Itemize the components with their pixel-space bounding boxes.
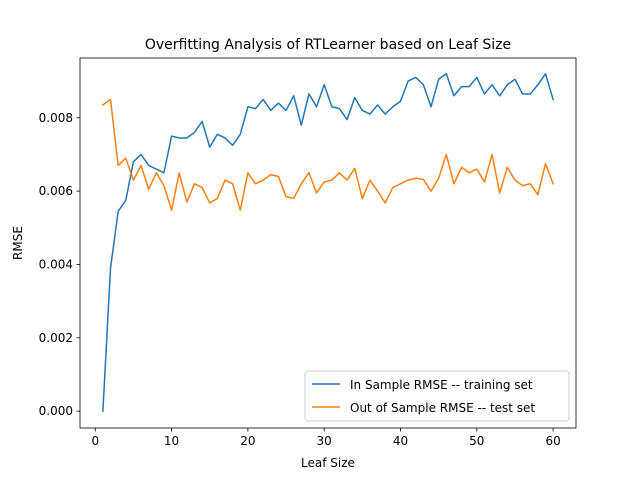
y-axis-label: RMSE (11, 226, 25, 260)
y-tick-label: 0.004 (39, 257, 73, 271)
x-tick-label: 10 (164, 434, 179, 448)
plot-area-frame (79, 57, 577, 429)
x-axis-ticks: 0 10 20 30 40 50 60 (91, 428, 561, 448)
series-line-0 (102, 73, 555, 412)
x-tick-label: 20 (240, 434, 255, 448)
x-axis-label: Leaf Size (301, 456, 355, 470)
legend: In Sample RMSE -- training set Out of Sa… (304, 370, 570, 422)
y-tick-label: 0.006 (39, 184, 73, 198)
legend-box (304, 370, 570, 422)
x-tick-label: 60 (545, 434, 560, 448)
series-line-1 (101, 98, 555, 211)
x-tick-label: 0 (91, 434, 99, 448)
legend-label-in-sample: In Sample RMSE -- training set (350, 378, 533, 392)
y-tick-label: 0.000 (39, 404, 73, 418)
x-tick-label: 50 (469, 434, 484, 448)
series-layer (101, 73, 555, 412)
x-tick-label: 30 (317, 434, 332, 448)
y-axis-ticks: 0.000 0.002 0.004 0.006 0.008 (39, 111, 80, 418)
legend-label-out-of-sample: Out of Sample RMSE -- test set (350, 401, 535, 415)
y-tick-label: 0.002 (39, 331, 73, 345)
x-tick-label: 40 (393, 434, 408, 448)
y-tick-label: 0.008 (39, 111, 73, 125)
chart-title: Overfitting Analysis of RTLearner based … (145, 37, 511, 53)
